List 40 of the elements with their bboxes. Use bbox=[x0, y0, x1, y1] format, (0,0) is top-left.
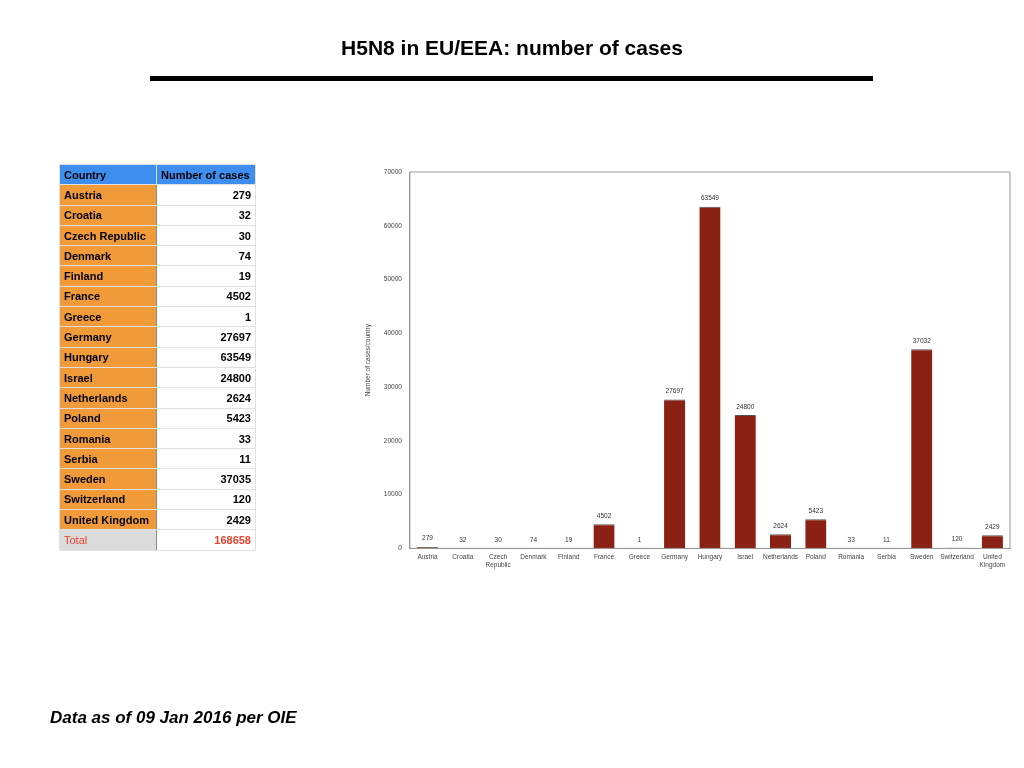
data-label: 4502 bbox=[156, 286, 256, 307]
category-label: Israel bbox=[59, 367, 157, 388]
data-label: 32 bbox=[156, 205, 256, 226]
text: 168658 bbox=[214, 533, 251, 546]
category-label: France bbox=[59, 286, 157, 307]
category-label: Switzerland bbox=[59, 489, 157, 510]
data-label: 74 bbox=[156, 245, 256, 266]
data-label: 24800 bbox=[156, 367, 256, 388]
data-label: 279 bbox=[156, 184, 256, 206]
chart-title: H5N8 in EU/EEA: number of cases bbox=[340, 36, 684, 60]
data-label: 1 bbox=[156, 306, 256, 327]
data-label: 37035 bbox=[156, 468, 256, 490]
category-label: Finland bbox=[59, 265, 157, 287]
category-label: Netherlands bbox=[59, 387, 157, 409]
category-label: Croatia bbox=[59, 205, 157, 226]
data-label: 27697 bbox=[156, 326, 256, 348]
category-label: Sweden bbox=[59, 468, 157, 490]
text: Total bbox=[59, 529, 157, 551]
data-label: 120 bbox=[156, 489, 256, 510]
text: Country bbox=[59, 164, 157, 185]
data-label: 33 bbox=[156, 428, 256, 449]
category-label: Czech Republic bbox=[59, 225, 157, 246]
category-label: Serbia bbox=[59, 448, 157, 469]
category-label: Romania bbox=[59, 428, 157, 449]
category-label: Germany bbox=[59, 326, 157, 348]
text: Data as of 09 Jan 2016 per OIE bbox=[50, 708, 297, 728]
data-label: 30 bbox=[156, 225, 256, 246]
data-label: 2624 bbox=[156, 387, 256, 409]
data-label: 5423 bbox=[156, 408, 256, 429]
category-label: Poland bbox=[59, 408, 157, 429]
text: Number of cases bbox=[156, 164, 256, 185]
data-label: 19 bbox=[156, 265, 256, 287]
category-label: Denmark bbox=[59, 245, 157, 266]
data-label: 63549 bbox=[156, 347, 256, 368]
category-label: Austria bbox=[59, 184, 157, 206]
data-label: 11 bbox=[156, 448, 256, 469]
data-label: 2429 bbox=[156, 509, 256, 530]
category-label: Hungary bbox=[59, 347, 157, 368]
category-label: United Kingdom bbox=[59, 509, 157, 530]
category-label: Greece bbox=[59, 306, 157, 327]
